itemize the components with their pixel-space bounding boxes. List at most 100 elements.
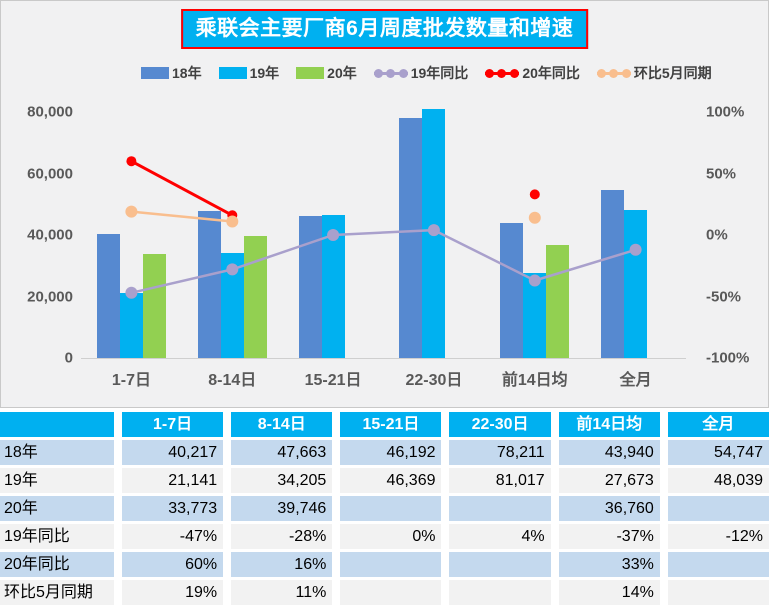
table-cell: -28% [231, 524, 333, 549]
bar-18年-15-21日 [298, 216, 322, 358]
table-cell [667, 580, 769, 605]
table-cell: 4% [449, 524, 551, 549]
data-point-环比5月同期-1-7日 [125, 205, 138, 218]
table-cell: 11% [231, 580, 333, 605]
table-header-cell: 前14日均 [558, 412, 660, 437]
legend-label: 18年 [172, 65, 202, 81]
table-header-cell: 8-14日 [231, 412, 333, 437]
data-point-20年同比-1-7日 [126, 156, 137, 167]
left-axis-tick: 20,000 [27, 288, 73, 305]
right-axis-tick: -100% [706, 349, 750, 367]
legend-item-20年: 20年 [296, 63, 357, 83]
x-axis-label: 15-21日 [304, 372, 362, 389]
table-cell [449, 496, 551, 521]
chart-panel: 乘联会主要厂商6月周度批发数量和增速 18年 19年 20年 19年同比 20年同比 环比… [0, 0, 769, 408]
data-point-环比5月同期-8-14日 [226, 215, 239, 228]
legend-label: 20年同比 [522, 65, 580, 81]
table-cell: 60% [122, 552, 224, 577]
bar-18年-前14日均 [500, 222, 524, 358]
table-cell: 36,760 [558, 496, 660, 521]
legend-label: 20年 [327, 65, 357, 81]
table-cell: -47% [122, 524, 224, 549]
bar-18年-8-14日 [197, 211, 221, 358]
table-header-cell: 22-30日 [449, 412, 551, 437]
table-cell: 16% [231, 552, 333, 577]
x-axis-line [81, 358, 686, 359]
legend-item-环比5月同期: 环比5月同期 [596, 63, 712, 83]
table-header-cell [0, 412, 114, 437]
table-cell: 46,192 [340, 440, 442, 465]
table-cell: 47,663 [231, 440, 333, 465]
legend-swatch-icon [141, 67, 169, 79]
left-axis-tick: 40,000 [27, 226, 73, 244]
legend-item-19年: 19年 [218, 63, 280, 83]
legend-item-19年同比: 19年同比 [373, 63, 469, 83]
table-header-cell: 15-21日 [340, 412, 442, 437]
bar-19年-全月 [624, 210, 648, 358]
table-cell: 33,773 [122, 496, 224, 521]
bar-19年-1-7日 [119, 293, 143, 358]
bar-18年-全月 [601, 189, 625, 358]
table-cell: 0% [340, 524, 442, 549]
table-row-label: 18年 [0, 440, 114, 465]
right-axis-tick: 50% [706, 165, 737, 182]
left-axis-tick: 80,000 [27, 103, 73, 121]
legend-item-20年同比: 20年同比 [485, 63, 580, 83]
legend-item-18年: 18年 [141, 63, 202, 83]
table-cell: 46,369 [340, 468, 442, 493]
line-series-overlay [125, 156, 642, 299]
right-axis-tick: -50% [706, 288, 742, 305]
table-cell: 33% [558, 552, 660, 577]
right-axis-tick: 100% [706, 103, 745, 121]
table-cell: 81,017 [449, 468, 551, 493]
bar-19年-8-14日 [220, 252, 244, 358]
table-cell: 54,747 [667, 440, 769, 465]
chart-legend: 18年 19年 20年 19年同比 20年同比 环比5月同期 [141, 63, 712, 83]
right-axis-tick: 0% [706, 226, 728, 244]
table-cell: 43,940 [558, 440, 660, 465]
x-axis-label: 8-14日 [208, 372, 257, 389]
data-point-20年同比-前14日均 [529, 189, 540, 200]
bar-18年-1-7日 [96, 234, 120, 358]
table-cell: 78,211 [449, 440, 551, 465]
table-row-label: 19年同比 [0, 524, 114, 549]
chart-title: 乘联会主要厂商6月周度批发数量和增速 [180, 9, 589, 49]
table-cell: 34,205 [231, 468, 333, 493]
table-cell: 27,673 [558, 468, 660, 493]
left-axis-tick: 0 [64, 349, 73, 367]
data-point-20年同比-8-14日 [227, 210, 238, 221]
data-table: 1-7日 8-14日 15-21日 22-30日 前14日均 全月 18年 40,217 47,… [0, 412, 769, 605]
bar-20年-8-14日 [243, 235, 267, 358]
table-cell: -12% [667, 524, 769, 549]
table-cell [340, 552, 442, 577]
bar-18年-22-30日 [399, 117, 423, 358]
bar-20年-前14日均 [546, 245, 570, 358]
table-header-cell: 全月 [667, 412, 769, 437]
table-row-label: 20年 [0, 496, 114, 521]
table-cell [667, 496, 769, 521]
bar-19年-22-30日 [422, 108, 446, 358]
legend-swatch-icon [296, 67, 325, 79]
table-cell: -37% [558, 524, 660, 549]
table-cell [667, 552, 769, 577]
line-series-20年同比 [126, 156, 540, 221]
x-axis-label: 1-7日 [111, 372, 151, 389]
legend-label: 19年同比 [410, 65, 469, 81]
legend-line-marker-icon [485, 68, 520, 78]
table-cell [449, 580, 551, 605]
table-cell: 48,039 [667, 468, 769, 493]
legend-label: 19年 [249, 65, 280, 81]
plot-area [81, 108, 686, 358]
table-row-label: 19年 [0, 468, 114, 493]
table-header-cell: 1-7日 [122, 412, 224, 437]
table-row-label: 20年同比 [0, 552, 114, 577]
bar-20年-1-7日 [142, 254, 166, 358]
table-cell: 40,217 [122, 440, 224, 465]
table-cell: 19% [122, 580, 224, 605]
table-cell [449, 552, 551, 577]
x-axis-label: 全月 [619, 372, 652, 389]
data-point-环比5月同期-前14日均 [528, 211, 541, 224]
legend-swatch-icon [218, 67, 247, 79]
bar-19年-15-21日 [321, 215, 345, 358]
x-axis-label: 前14日均 [501, 372, 568, 389]
